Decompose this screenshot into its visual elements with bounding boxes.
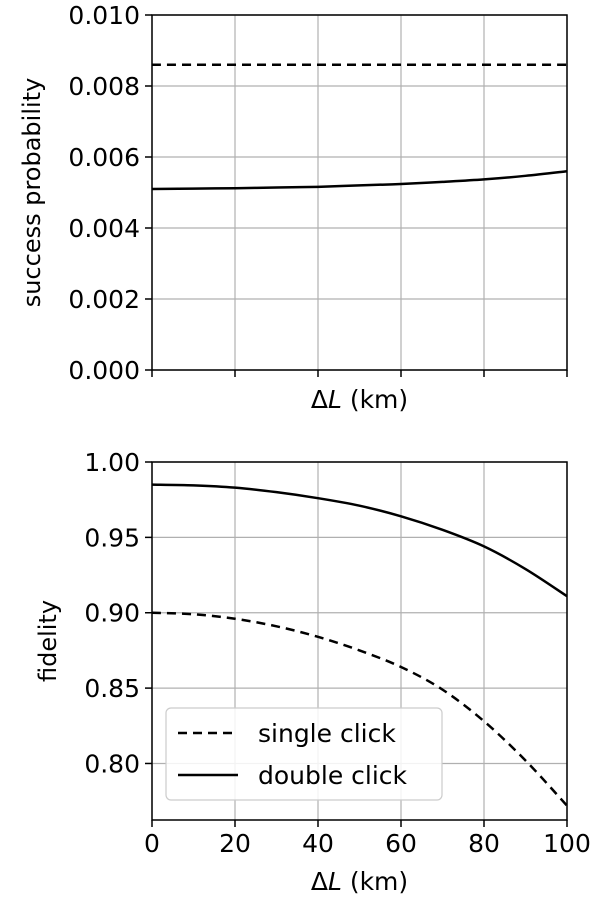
fidelity-y-axis-label: fidelity (34, 600, 62, 682)
fidelity-panel: 0 20 40 60 80 100 0.80 0.85 0.90 0.95 1.00 single … (34, 448, 591, 896)
success-probability-series (151, 63, 568, 191)
fidelity-series (151, 483, 568, 807)
legend-label-double-click: double click (258, 761, 408, 790)
fidelity-y-tick-label: 0.80 (84, 749, 140, 778)
fidelity-frame (151, 461, 568, 821)
fidelity-y-tick-label: 0.95 (84, 523, 140, 552)
fidelity-x-tick-label: 0 (144, 829, 160, 858)
legend-label-single-click: single click (258, 719, 396, 748)
success-probability-y-tick-label: 0.000 (68, 356, 140, 385)
fidelity-y-tick-label: 1.00 (84, 448, 140, 477)
fidelity-y-tick-label: 0.90 (84, 599, 140, 628)
success-probability-y-tick-label: 0.006 (68, 143, 140, 172)
success-probability-x-axis-label: ΔL (km) (311, 385, 408, 414)
fidelity-x-tick-label: 40 (302, 829, 334, 858)
success-probability-panel: 0.000 0.002 0.004 0.006 0.008 0.010 ΔL (km) s… (18, 1, 568, 414)
fidelity-x-tick-label: 20 (219, 829, 251, 858)
fidelity-series-single-click-line (151, 611, 568, 807)
fidelity-x-tick-label: 80 (468, 829, 500, 858)
legend-box (165, 707, 443, 801)
success-probability-y-tick-label: 0.010 (68, 1, 140, 30)
fidelity-x-tick-label: 60 (385, 829, 417, 858)
fidelity-series-double-click-line (151, 483, 568, 598)
success-probability-y-axis-label: success probability (18, 78, 46, 308)
fidelity-x-axis-label: ΔL (km) (311, 867, 408, 896)
fidelity-y-tick-label: 0.85 (84, 674, 140, 703)
fidelity-x-tick-label: 100 (543, 829, 591, 858)
success-probability-y-tick-label: 0.008 (68, 72, 140, 101)
fidelity-ticks: 0 20 40 60 80 100 0.80 0.85 0.90 0.95 1.00 (84, 448, 591, 858)
success-probability-grid (151, 14, 568, 371)
legend: single click double click (165, 707, 443, 801)
success-probability-frame (151, 14, 568, 371)
success-probability-y-tick-label: 0.002 (68, 285, 140, 314)
success-probability-y-tick-label: 0.004 (68, 214, 140, 243)
success-probability-series-solid-1-line (151, 169, 568, 191)
success-probability-ticks: 0.000 0.002 0.004 0.006 0.008 0.010 (68, 1, 568, 385)
